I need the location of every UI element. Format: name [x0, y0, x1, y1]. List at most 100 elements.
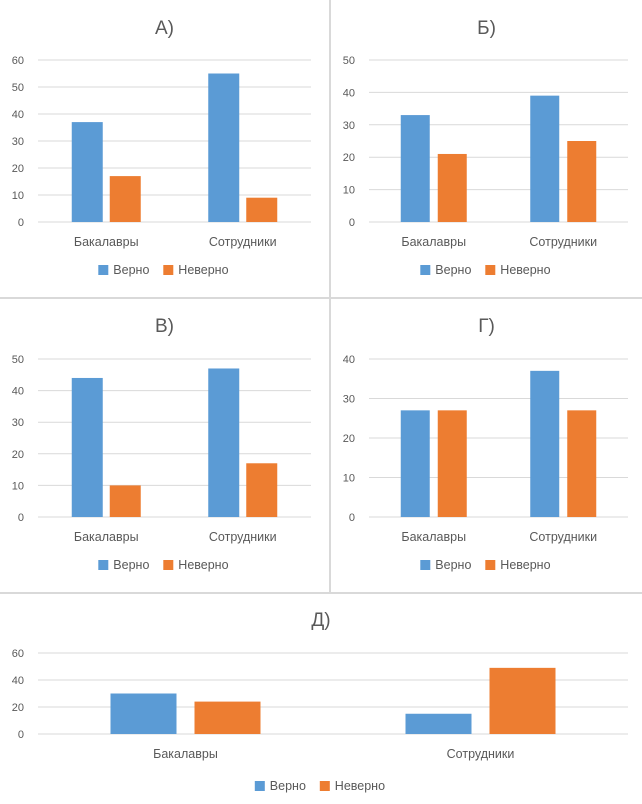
- chart-g-svg: Г) 0 10 20 30 40 Бакалавры Сотрудники Верно Невер…: [343, 316, 628, 572]
- chart-a-legend: Верно Неверно: [98, 263, 229, 277]
- legend-swatch-neverno: [485, 265, 496, 275]
- legend-label-verno: Верно: [113, 263, 149, 277]
- y-tick-label: 40: [12, 109, 24, 121]
- chart-d-title: Д): [311, 610, 330, 631]
- x-category-label: Бакалавры: [153, 747, 218, 761]
- chart-g-legend: Верно Неверно: [420, 558, 551, 572]
- legend-label-verno: Верно: [435, 558, 471, 572]
- legend-swatch-verno: [254, 781, 265, 791]
- chart-d-legend: Верно Неверно: [254, 779, 385, 793]
- legend-swatch-neverno: [163, 265, 174, 275]
- y-tick-label: 10: [12, 480, 24, 492]
- y-tick-label: 60: [12, 648, 24, 660]
- chart-b-svg: Б) 0 10 20 30 40 50 Бакалавры Сотрудники Верно Нев…: [343, 18, 628, 277]
- chart-panel-g: Г) 0 10 20 30 40 Бакалавры Сотрудники Верно Невер…: [331, 299, 642, 592]
- y-tick-label: 0: [349, 217, 355, 229]
- chart-v-svg: В) 0 10 20 30 40 50 Бакалавры Сотрудники Верно Нев…: [12, 316, 311, 572]
- y-tick-label: 20: [12, 163, 24, 175]
- vertical-divider-top: [329, 0, 331, 297]
- bar-verno-sotrudniki: [530, 370, 560, 517]
- bar-verno-bakalavry: [71, 377, 103, 517]
- legend-swatch-neverno: [485, 560, 496, 570]
- y-tick-label: 50: [343, 55, 355, 67]
- y-tick-label: 20: [343, 433, 355, 445]
- legend-swatch-verno: [98, 265, 109, 275]
- y-tick-label: 0: [18, 512, 24, 524]
- bar-neverno-sotrudniki: [567, 141, 597, 222]
- bar-verno-bakalavry: [110, 693, 177, 734]
- bar-verno-bakalavry: [71, 122, 103, 222]
- legend-label-verno: Верно: [435, 263, 471, 277]
- y-tick-label: 50: [12, 354, 24, 366]
- bar-verno-sotrudniki: [405, 713, 472, 734]
- y-tick-label: 40: [12, 675, 24, 687]
- y-tick-label: 40: [12, 386, 24, 398]
- chart-v-title: В): [155, 316, 174, 337]
- bar-neverno-bakalavry: [437, 153, 467, 222]
- bar-neverno-sotrudniki: [246, 197, 278, 222]
- y-tick-label: 30: [343, 120, 355, 132]
- y-tick-label: 10: [343, 473, 355, 485]
- y-tick-label: 10: [343, 185, 355, 197]
- legend-label-neverno: Неверно: [500, 558, 550, 572]
- legend-swatch-verno: [420, 265, 431, 275]
- y-tick-label: 40: [343, 87, 355, 99]
- bar-neverno-bakalavry: [194, 701, 261, 734]
- chart-b-legend: Верно Неверно: [420, 263, 551, 277]
- y-tick-label: 30: [12, 136, 24, 148]
- legend-swatch-neverno: [319, 781, 330, 791]
- chart-panel-d: Д) 0 20 40 60 Бакалавры Сотрудники Верно Неверно: [0, 594, 642, 804]
- y-tick-label: 0: [349, 512, 355, 524]
- x-category-label: Сотрудники: [209, 530, 277, 544]
- y-tick-label: 10: [12, 190, 24, 202]
- x-category-label: Сотрудники: [447, 747, 515, 761]
- y-tick-label: 20: [12, 449, 24, 461]
- legend-label-verno: Верно: [270, 779, 306, 793]
- horizontal-divider-1: [0, 297, 642, 299]
- chart-v-legend: Верно Неверно: [98, 558, 229, 572]
- bar-neverno-bakalavry: [437, 410, 467, 517]
- legend-label-neverno: Неверно: [500, 263, 550, 277]
- legend-label-neverno: Неверно: [335, 779, 385, 793]
- chart-g-title: Г): [478, 316, 495, 337]
- x-category-label: Сотрудники: [209, 235, 277, 249]
- bar-verno-sotrudniki: [208, 73, 240, 222]
- y-tick-label: 20: [343, 152, 355, 164]
- bar-verno-bakalavry: [400, 410, 430, 517]
- y-tick-label: 30: [12, 417, 24, 429]
- bar-neverno-bakalavry: [109, 485, 141, 517]
- y-tick-label: 60: [12, 55, 24, 67]
- legend-label-verno: Верно: [113, 558, 149, 572]
- chart-b-title: Б): [477, 18, 496, 39]
- y-tick-label: 0: [18, 217, 24, 229]
- bar-neverno-bakalavry: [109, 176, 141, 222]
- y-tick-label: 0: [18, 729, 24, 741]
- y-tick-label: 20: [12, 702, 24, 714]
- chart-a-svg: А) 0 10 20 30 40 50 60 Бакалавры Сотрудники Верно Н…: [12, 18, 311, 277]
- legend-swatch-verno: [420, 560, 431, 570]
- legend-label-neverno: Неверно: [178, 263, 228, 277]
- bar-verno-bakalavry: [400, 115, 430, 222]
- bar-verno-sotrudniki: [530, 95, 560, 222]
- legend-label-neverno: Неверно: [178, 558, 228, 572]
- legend-swatch-neverno: [163, 560, 174, 570]
- y-tick-label: 40: [343, 354, 355, 366]
- legend-swatch-verno: [98, 560, 109, 570]
- x-category-label: Сотрудники: [529, 530, 597, 544]
- chart-a-title: А): [155, 18, 174, 39]
- x-category-label: Бакалавры: [401, 530, 466, 544]
- bar-neverno-sotrudniki: [489, 667, 556, 734]
- chart-panel-v: В) 0 10 20 30 40 50 Бакалавры Сотрудники Верно Нев…: [0, 299, 329, 592]
- x-category-label: Бакалавры: [401, 235, 466, 249]
- y-tick-label: 50: [12, 82, 24, 94]
- x-category-label: Бакалавры: [74, 235, 139, 249]
- bar-neverno-sotrudniki: [567, 410, 597, 517]
- chart-panel-a: А) 0 10 20 30 40 50 60 Бакалавры Сотрудники Верно Н…: [0, 0, 329, 297]
- horizontal-divider-2: [0, 592, 642, 594]
- y-tick-label: 30: [343, 394, 355, 406]
- vertical-divider-middle: [329, 299, 331, 592]
- chart-panel-b: Б) 0 10 20 30 40 50 Бакалавры Сотрудники Верно Нев…: [331, 0, 642, 297]
- x-category-label: Сотрудники: [529, 235, 597, 249]
- x-category-label: Бакалавры: [74, 530, 139, 544]
- bar-neverno-sotrudniki: [246, 463, 278, 517]
